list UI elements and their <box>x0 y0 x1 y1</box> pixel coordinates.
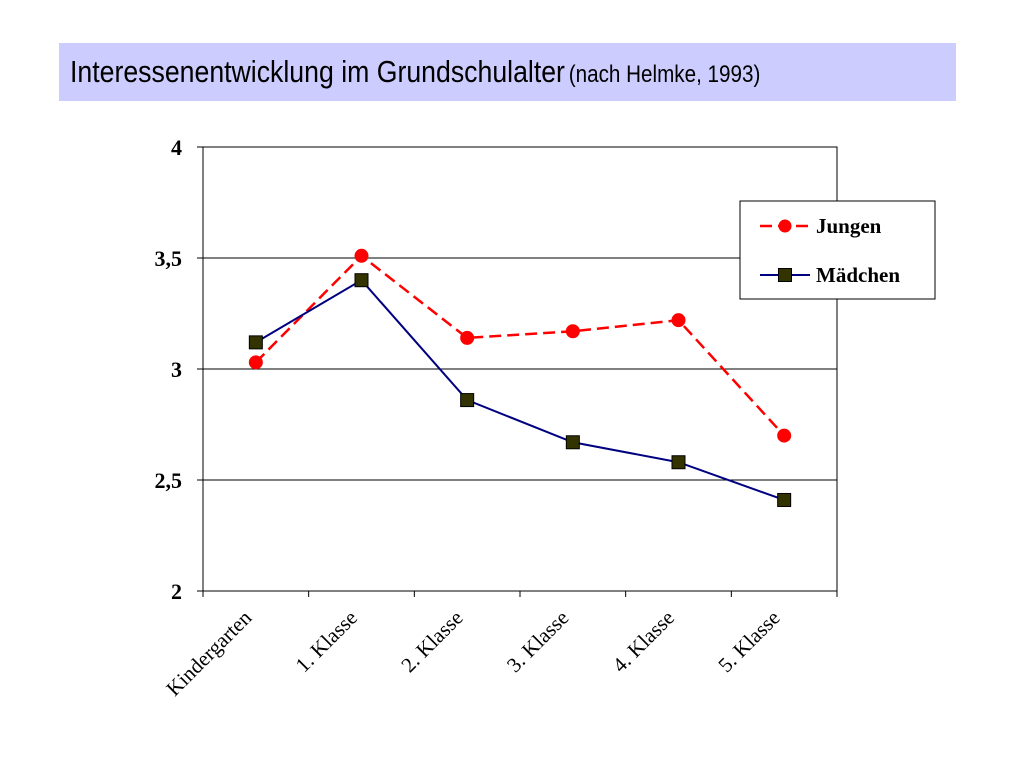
data-point-jungen <box>565 324 580 339</box>
legend-marker-circle <box>778 219 792 233</box>
data-point-maedchen <box>354 273 369 288</box>
x-tick-label: 5. Klasse <box>713 606 784 677</box>
chart-title: Interessenentwicklung im Grundschulalter <box>70 54 565 89</box>
title-bar: Interessenentwicklung im Grundschulalter… <box>59 43 956 101</box>
data-point-maedchen <box>460 393 475 408</box>
data-point-jungen <box>460 330 475 345</box>
data-point-maedchen <box>671 455 686 470</box>
data-point-jungen <box>777 428 792 443</box>
y-tick-label: 2 <box>171 579 182 604</box>
x-tick-label: 4. Klasse <box>608 606 679 677</box>
data-point-maedchen <box>565 435 580 450</box>
data-point-maedchen <box>248 335 263 350</box>
data-point-jungen <box>671 313 686 328</box>
y-tick-label: 3 <box>171 357 182 382</box>
legend-marker-square <box>778 268 792 282</box>
chart-subtitle: (nach Helmke, 1993) <box>568 61 761 88</box>
data-point-maedchen <box>777 492 792 507</box>
title-wrap: Interessenentwicklung im Grundschulalter… <box>70 54 760 90</box>
data-point-jungen <box>248 355 263 370</box>
legend-label: Jungen <box>816 214 882 238</box>
legend-label: Mädchen <box>816 263 900 287</box>
x-tick-label: Kindergarten <box>161 605 256 700</box>
x-tick-label: 1. Klasse <box>291 606 362 677</box>
series-line-jungen <box>254 254 786 437</box>
y-tick-label: 4 <box>171 135 182 160</box>
legend-box <box>739 200 936 300</box>
x-tick-label: 3. Klasse <box>502 606 573 677</box>
series-line-maedchen <box>255 278 785 501</box>
x-tick-label: 2. Klasse <box>396 606 467 677</box>
data-point-jungen <box>354 248 369 263</box>
y-tick-label: 2,5 <box>155 468 183 493</box>
y-tick-label: 3,5 <box>155 246 183 271</box>
